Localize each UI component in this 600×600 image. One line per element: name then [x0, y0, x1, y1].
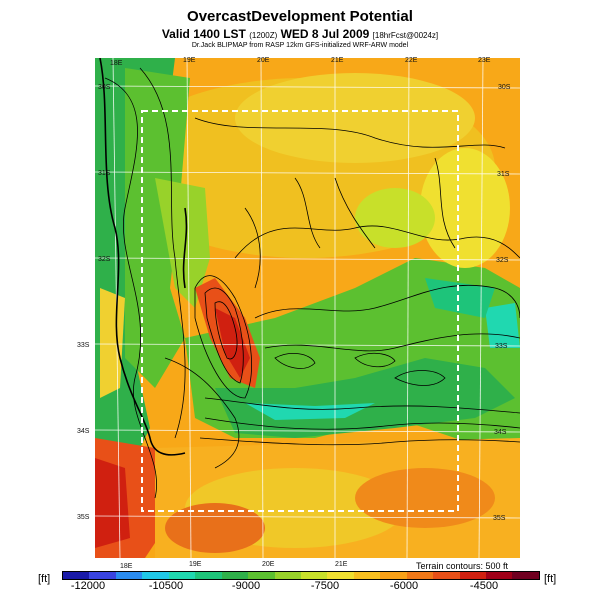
lat-label-right: 31S — [497, 171, 510, 178]
lat-label-left: 32S — [98, 256, 111, 263]
unit-label-right: [ft] — [544, 573, 557, 585]
color-scale-swatch — [380, 572, 407, 579]
lon-label-bottom: 18E — [120, 563, 133, 570]
lat-label-right: 35S — [493, 515, 506, 522]
unit-label-left: [ft] — [38, 573, 51, 585]
model-source: Dr.Jack BLIPMAP from RASP 12km GFS-initi… — [191, 42, 409, 49]
lat-label-right: 30S — [498, 84, 511, 91]
color-scale-swatch — [459, 572, 486, 579]
lon-label-top: 18E — [110, 60, 123, 67]
color-scale-swatch — [195, 572, 222, 579]
lat-label-left: 35S — [77, 514, 90, 521]
scale-tick-label: -7500 — [310, 580, 340, 592]
lat-label-right: 32S — [496, 257, 509, 264]
forecast-map — [95, 58, 520, 558]
color-scale-swatch — [89, 572, 116, 579]
lon-label-top: 20E — [257, 57, 270, 64]
lat-label-left: 33S — [77, 342, 90, 349]
color-scale-swatch — [248, 572, 275, 579]
lat-label-right: 33S — [495, 343, 508, 350]
color-scale-swatch — [168, 572, 196, 579]
lat-label-left: 30S — [98, 84, 111, 91]
lon-label-bottom: 20E — [262, 561, 275, 568]
lon-label-bottom: 21E — [335, 561, 348, 568]
valid-time: Valid 1400 LST (1200Z) WED 8 Jul 2009 [1… — [161, 27, 439, 41]
scale-tick-label: -10500 — [148, 580, 184, 592]
color-scale-swatch — [433, 572, 460, 579]
lat-label-left: 31S — [98, 170, 111, 177]
color-scale-swatch — [406, 572, 434, 579]
color-scale-swatch — [512, 572, 539, 579]
scale-tick-label: -6000 — [389, 580, 419, 592]
lon-label-top: 23E — [478, 57, 491, 64]
color-scale-bar — [62, 571, 540, 580]
scale-tick-label: -12000 — [70, 580, 106, 592]
map-title: OvercastDevelopment Potential — [187, 8, 413, 25]
color-scale-swatch — [300, 572, 328, 579]
lon-label-bottom: 19E — [189, 561, 202, 568]
color-scale-swatch — [221, 572, 249, 579]
terrain-contour-note: Terrain contours: 500 ft — [415, 561, 508, 571]
color-scale-swatch — [115, 572, 143, 579]
color-scale-swatch — [353, 572, 381, 579]
lon-label-top: 19E — [183, 57, 196, 64]
lat-label-right: 34S — [494, 429, 507, 436]
scale-tick-label: -4500 — [469, 580, 499, 592]
lon-label-top: 21E — [331, 57, 344, 64]
lat-label-left: 34S — [77, 428, 90, 435]
color-scale-swatch — [274, 572, 301, 579]
lon-label-top: 22E — [405, 57, 418, 64]
color-scale-swatch — [63, 572, 90, 579]
scale-tick-label: -9000 — [231, 580, 261, 592]
color-scale-swatch — [486, 572, 513, 579]
color-scale-swatch — [142, 572, 169, 579]
color-scale-swatch — [327, 572, 354, 579]
